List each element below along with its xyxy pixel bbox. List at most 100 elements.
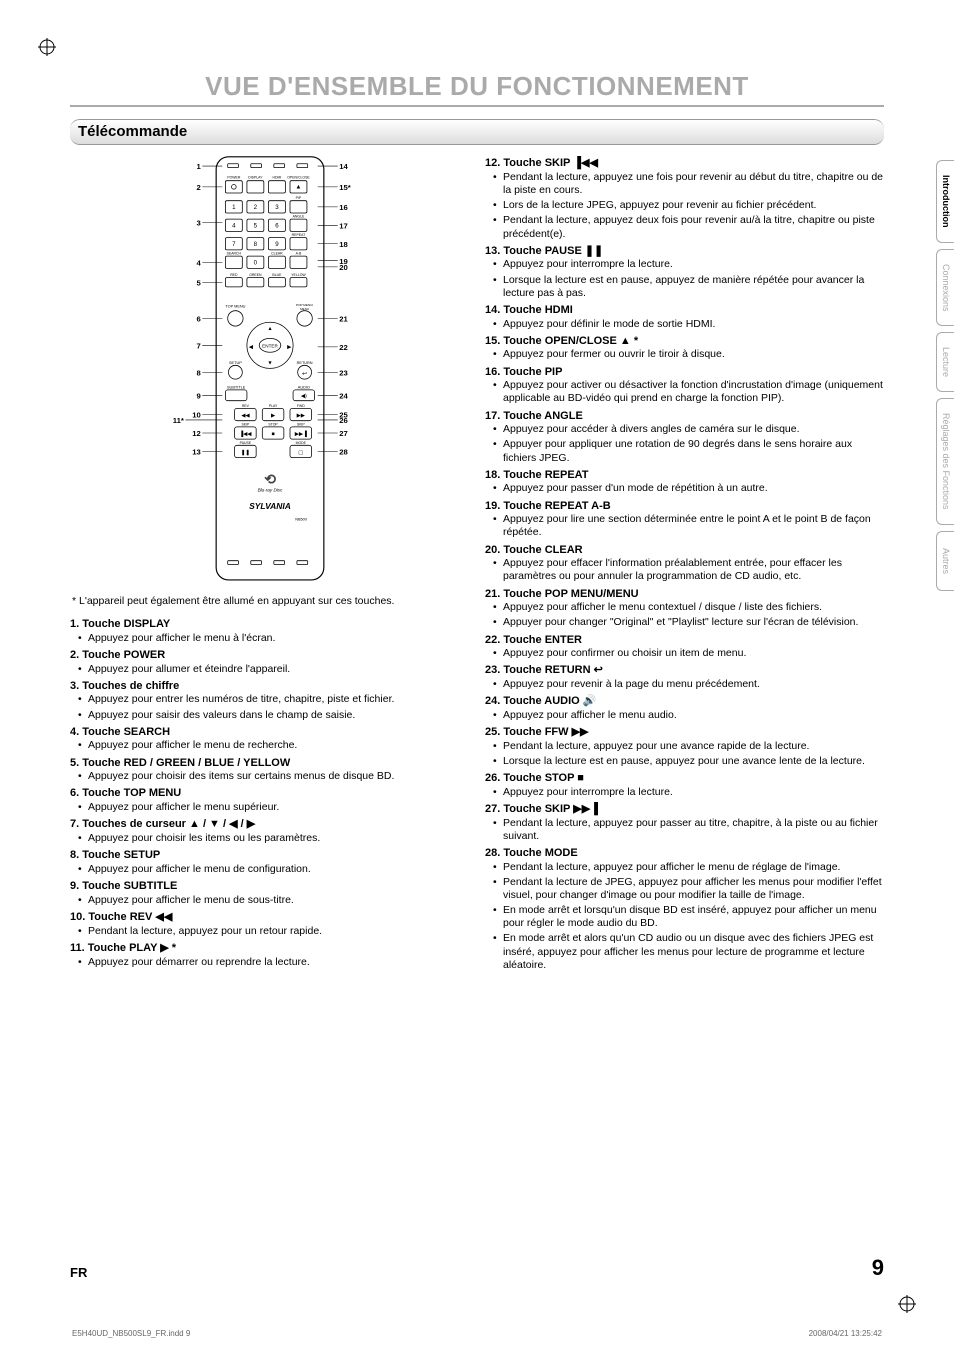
svg-text:23: 23 [339, 369, 348, 378]
svg-text:PLAY: PLAY [268, 404, 277, 408]
bullet: Lors de la lecture JPEG, appuyez pour re… [503, 199, 884, 212]
svg-text:SKIP: SKIP [241, 423, 250, 427]
bullet: Appuyez pour effacer l'information préal… [503, 557, 884, 583]
item-title: 26. Touche STOP ■ [485, 772, 884, 786]
side-tab: Lecture [936, 332, 954, 392]
item-title: 5. Touche RED / GREEN / BLUE / YELLOW [70, 757, 469, 771]
bullet: En mode arrêt et lorsqu'un disque BD est… [503, 904, 884, 930]
bullet: Appuyez pour afficher le menu à l'écran. [88, 632, 469, 645]
svg-text:6: 6 [275, 223, 279, 230]
item-title: 18. Touche REPEAT [485, 469, 884, 483]
side-tab: Réglages des Fonctions [936, 398, 954, 525]
bullet: Appuyez pour démarrer ou reprendre la le… [88, 956, 469, 969]
page-number: 9 [872, 1254, 884, 1282]
item-bullets: Appuyez pour afficher le menu de configu… [70, 863, 469, 876]
svg-text:24: 24 [339, 392, 348, 401]
svg-text:28: 28 [339, 448, 348, 457]
svg-text:9: 9 [196, 392, 200, 401]
svg-text:12: 12 [192, 429, 201, 438]
svg-text:13: 13 [192, 448, 201, 457]
item-title: 28. Touche MODE [485, 847, 884, 861]
side-tab: Autres [936, 531, 954, 591]
svg-text:4: 4 [196, 259, 201, 268]
footer-date: 2008/04/21 13:25:42 [809, 1329, 882, 1339]
svg-text:▲: ▲ [295, 184, 301, 191]
item-bullets: Appuyez pour définir le mode de sortie H… [485, 318, 884, 331]
side-tab: Introduction [936, 160, 954, 243]
bullet: Lorsque la lecture est en pause, appuyez… [503, 755, 884, 768]
item-bullets: Pendant la lecture, appuyez une fois pou… [485, 171, 884, 241]
svg-text:6: 6 [196, 315, 200, 324]
item-title: 27. Touche SKIP ▶▶▐ [485, 803, 884, 817]
item-bullets: Appuyez pour effacer l'information préal… [485, 557, 884, 583]
item-title: 10. Touche REV ◀◀ [70, 911, 469, 925]
item-title: 21. Touche POP MENU/MENU [485, 588, 884, 602]
svg-text:SYLVANIA: SYLVANIA [249, 501, 291, 511]
item-bullets: Appuyez pour allumer et éteindre l'appar… [70, 663, 469, 676]
item-bullets: Appuyez pour afficher le menu de sous-ti… [70, 894, 469, 907]
bullet: Appuyez pour afficher le menu supérieur. [88, 801, 469, 814]
svg-text:9: 9 [275, 241, 279, 248]
svg-text:SUBTITLE: SUBTITLE [227, 386, 246, 390]
bullet: Appuyez pour afficher le menu de sous-ti… [88, 894, 469, 907]
svg-text:2: 2 [196, 183, 200, 192]
item-title: 11. Touche PLAY ▶ * [70, 942, 469, 956]
item-title: 2. Touche POWER [70, 649, 469, 663]
svg-text:RETURN: RETURN [296, 361, 312, 365]
crop-mark-bottom-right [898, 1295, 916, 1313]
bullet: Appuyer pour appliquer une rotation de 9… [503, 438, 884, 464]
svg-text:STOP: STOP [268, 423, 278, 427]
svg-text:PIP: PIP [295, 196, 301, 200]
svg-text:POWER: POWER [227, 176, 241, 180]
item-bullets: Appuyez pour choisir les items ou les pa… [70, 832, 469, 845]
right-column: 12. Touche SKIP ▐◀◀Pendant la lecture, a… [485, 153, 884, 974]
item-bullets: Pendant la lecture, appuyez pour passer … [485, 817, 884, 843]
svg-text:BLUE: BLUE [272, 273, 282, 277]
svg-text:0: 0 [253, 260, 257, 267]
item-title: 8. Touche SETUP [70, 849, 469, 863]
item-bullets: Appuyez pour interrompre la lecture. [485, 786, 884, 799]
bullet: Pendant la lecture, appuyez pour un reto… [88, 925, 469, 938]
svg-text:7: 7 [196, 342, 200, 351]
svg-text:MODE: MODE [295, 441, 306, 445]
page-content: VUE D'ENSEMBLE DU FONCTIONNEMENT Télécom… [70, 70, 884, 1281]
svg-text:❚❚: ❚❚ [240, 450, 249, 456]
crop-mark-top-left [38, 38, 56, 56]
item-bullets: Appuyez pour afficher le menu de recherc… [70, 739, 469, 752]
svg-text:3: 3 [196, 219, 200, 228]
item-title: 13. Touche PAUSE ❚❚ [485, 245, 884, 259]
svg-text:AUDIO: AUDIO [297, 386, 309, 390]
item-bullets: Appuyez pour lire une section déterminée… [485, 513, 884, 539]
footer-file: E5H40UD_NB500SL9_FR.indd 9 [72, 1329, 190, 1339]
item-title: 16. Touche PIP [485, 366, 884, 380]
item-title: 4. Touche SEARCH [70, 726, 469, 740]
svg-text:18: 18 [339, 240, 348, 249]
bullet: Appuyer pour changer "Original" et "Play… [503, 616, 884, 629]
svg-text:NB500: NB500 [295, 518, 307, 522]
svg-text:1: 1 [232, 204, 236, 211]
svg-text:SEARCH: SEARCH [226, 252, 241, 256]
bullet: Appuyez pour activer ou désactiver la fo… [503, 379, 884, 405]
item-bullets: Appuyez pour afficher le menu à l'écran. [70, 632, 469, 645]
svg-text:RED: RED [230, 273, 238, 277]
bullet: Appuyez pour revenir à la page du menu p… [503, 678, 884, 691]
svg-text:◀◀: ◀◀ [241, 413, 249, 419]
side-tabs: IntroductionConnexionsLectureRéglages de… [936, 160, 954, 591]
item-title: 15. Touche OPEN/CLOSE ▲ * [485, 335, 884, 349]
svg-text:▲: ▲ [267, 326, 272, 332]
item-title: 19. Touche REPEAT A-B [485, 500, 884, 514]
svg-text:11*: 11* [172, 416, 183, 425]
svg-text:▶: ▶ [287, 345, 291, 351]
svg-text:2: 2 [253, 204, 257, 211]
svg-text:DISPLAY: DISPLAY [248, 176, 263, 180]
svg-text:OPEN/CLOSE: OPEN/CLOSE [287, 176, 310, 180]
bullet: Appuyez pour accéder à divers angles de … [503, 423, 884, 436]
bullet: Appuyez pour choisir des items sur certa… [88, 770, 469, 783]
svg-text:4: 4 [232, 223, 236, 230]
svg-text:CLEAR: CLEAR [271, 252, 283, 256]
item-bullets: Appuyez pour choisir des items sur certa… [70, 770, 469, 783]
item-title: 9. Touche SUBTITLE [70, 880, 469, 894]
item-bullets: Pendant la lecture, appuyez pour un reto… [70, 925, 469, 938]
bullet: Appuyez pour allumer et éteindre l'appar… [88, 663, 469, 676]
item-bullets: Appuyez pour entrer les numéros de titre… [70, 693, 469, 721]
